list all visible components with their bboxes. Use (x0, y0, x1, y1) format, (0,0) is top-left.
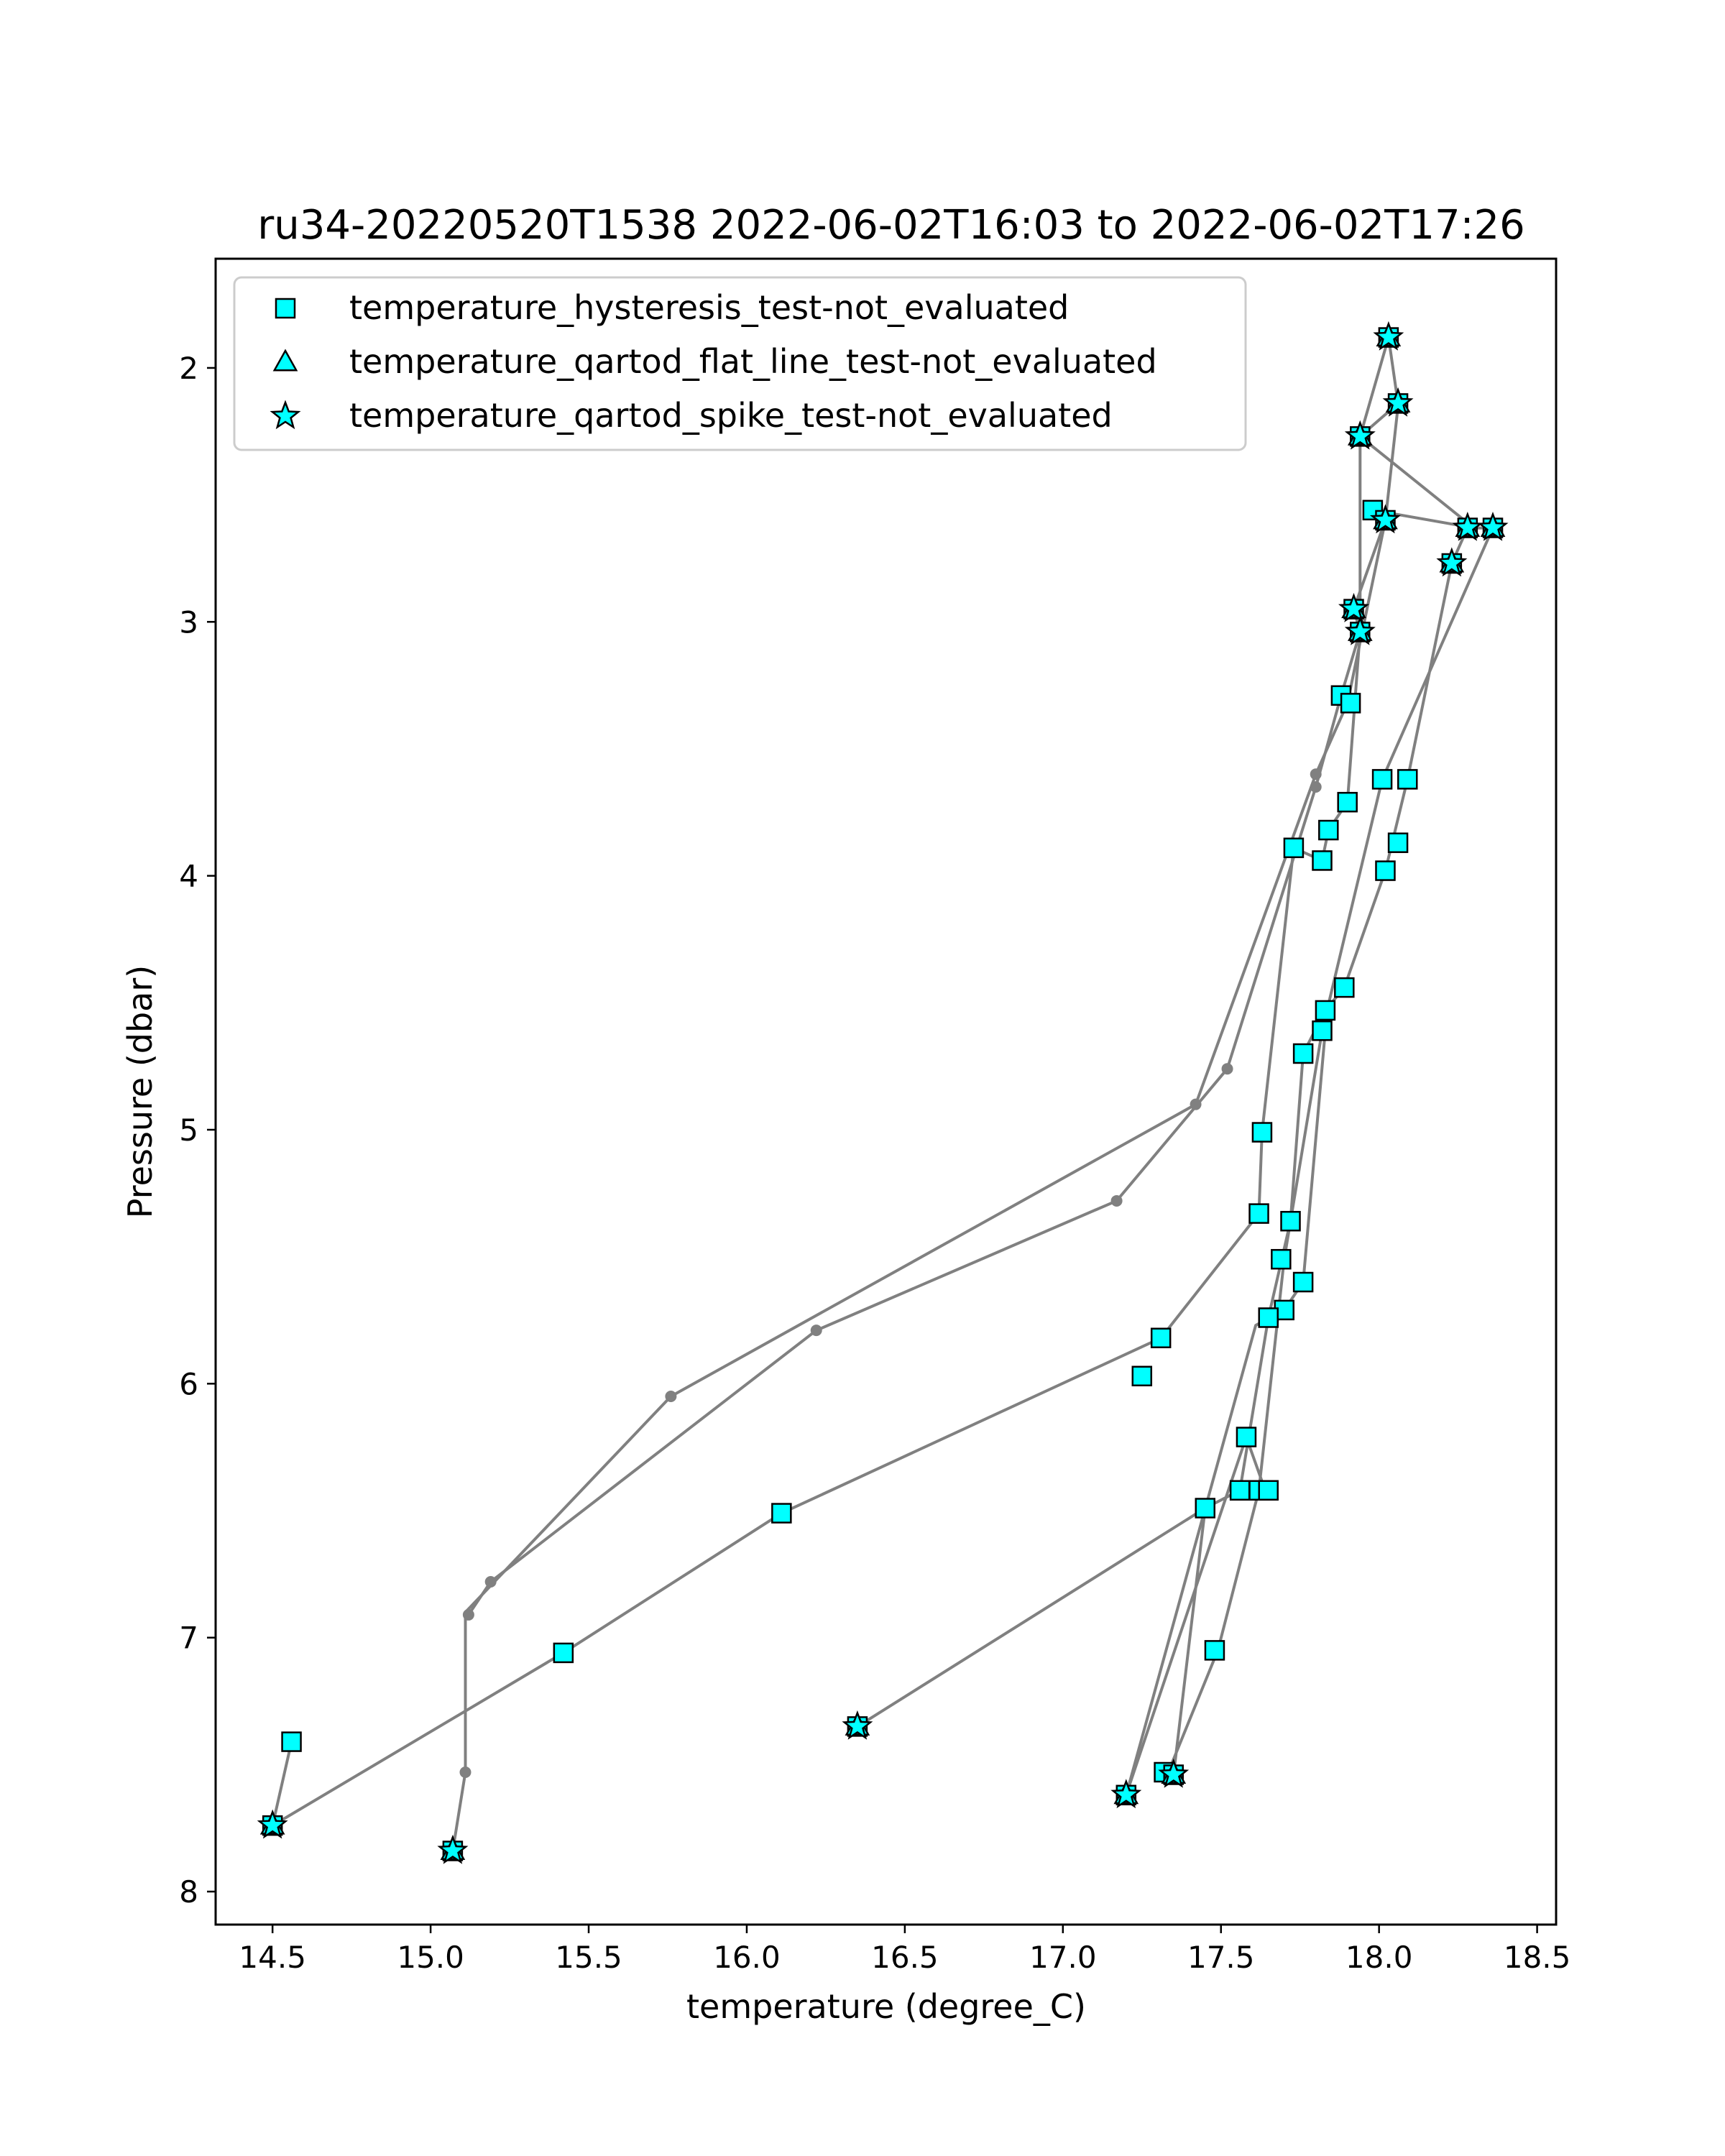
spike-marker-8 (1338, 593, 1370, 622)
x-tick-label-2: 15.0 (397, 1940, 464, 1975)
profile-line-5 (271, 1741, 293, 1826)
legend-box (233, 276, 1247, 451)
unflagged-point-1 (1310, 768, 1322, 780)
hysteresis-marker-16 (1371, 769, 1393, 790)
hysteresis-marker-3 (553, 1642, 574, 1664)
hysteresis-marker-7 (1248, 1203, 1269, 1224)
unflagged-point-8 (484, 1575, 497, 1588)
y-tick-label-4: 5 (179, 1112, 198, 1148)
hysteresis-marker-11 (1318, 819, 1339, 841)
legend-label-spike: temperature_qartod_spike_test-not_evalua… (349, 396, 1113, 435)
hysteresis-marker-33 (1195, 1498, 1216, 1519)
hysteresis-marker-34 (1204, 1640, 1225, 1661)
spike-marker-14 (1158, 1758, 1190, 1788)
unflagged-point-3 (1221, 1063, 1233, 1075)
unflagged-point-10 (459, 1766, 472, 1778)
spike-marker-12 (437, 1834, 469, 1864)
x-tick-label-5: 16.5 (871, 1940, 939, 1975)
y-tick-label-7: 8 (179, 1874, 198, 1909)
x-tick-label-1: 14.5 (239, 1940, 306, 1975)
y-tick-label-2: 3 (179, 604, 198, 640)
x-axis: 14.5 15.0 15.5 16.0 16.5 17.0 17.5 18.0 18.5 (239, 1925, 1570, 1975)
hysteresis-marker-19 (1375, 860, 1396, 881)
x-tick-label-7: 17.5 (1187, 1940, 1255, 1975)
hysteresis-marker-24 (1280, 1210, 1301, 1232)
hysteresis-marker-10 (1312, 850, 1333, 871)
unflagged-point-2 (1310, 780, 1322, 793)
hysteresis-marker-4 (771, 1503, 792, 1524)
x-tick-label-9: 18.5 (1504, 1940, 1571, 1975)
hysteresis-marker-6 (1150, 1327, 1172, 1349)
unflagged-point-9 (462, 1608, 474, 1621)
y-tick-label-5: 6 (179, 1366, 198, 1401)
hysteresis-marker-18 (1387, 832, 1409, 853)
hysteresis-marker-22 (1312, 1020, 1333, 1041)
unflagged-point-7 (665, 1391, 677, 1403)
hysteresis-marker-17 (1397, 769, 1418, 790)
profile-line-6 (856, 1506, 1206, 1728)
spike-marker-7 (1436, 547, 1468, 577)
spike-marker-1 (1373, 321, 1404, 351)
hysteresis-marker-21 (1315, 1000, 1336, 1021)
legend-marker-hysteresis (275, 298, 296, 319)
hysteresis-marker-1 (281, 1731, 302, 1752)
spike-marker-13 (1110, 1779, 1142, 1809)
hysteresis-marker-23 (1292, 1043, 1314, 1064)
legend: temperature_hysteresis_test-not_evaluate… (233, 276, 1247, 451)
x-tick-label-6: 17.0 (1029, 1940, 1097, 1975)
data-points (257, 321, 1509, 1864)
spike-marker-2 (1382, 387, 1414, 417)
hysteresis-marker-29 (1236, 1427, 1257, 1447)
hysteresis-marker-28 (1258, 1307, 1279, 1328)
hysteresis-marker-9 (1283, 837, 1305, 859)
x-tick-label-4: 16.0 (713, 1940, 781, 1975)
hysteresis-marker-32 (1258, 1480, 1279, 1501)
legend-markers (270, 298, 301, 430)
legend-label-flat-line: temperature_qartod_flat_line_test-not_ev… (349, 342, 1157, 381)
hysteresis-marker-20 (1334, 977, 1355, 998)
spike-marker-5 (1452, 512, 1484, 541)
hysteresis-marker-25 (1271, 1248, 1292, 1270)
unflagged-point-5 (1110, 1194, 1123, 1207)
plot-frame (214, 257, 1558, 1926)
chart-title: ru34-20220520T1538 2022-06-02T16:03 to 2… (257, 202, 1524, 249)
hysteresis-marker-14 (1340, 693, 1361, 714)
x-axis-label: temperature (degree_C) (686, 1987, 1086, 2026)
x-tick-label-3: 15.5 (555, 1940, 622, 1975)
hysteresis-marker-8 (1251, 1122, 1273, 1143)
hysteresis-marker-5 (1131, 1365, 1153, 1387)
spike-marker-9 (1344, 615, 1376, 645)
legend-marker-spike (270, 400, 301, 430)
spike-marker-10 (842, 1710, 873, 1740)
spike-marker-4 (1369, 504, 1401, 534)
x-tick-label-8: 18.0 (1346, 1940, 1413, 1975)
hysteresis-marker-26 (1292, 1271, 1314, 1293)
y-axis-label: Pressure (dbar) (121, 965, 160, 1218)
spike-marker-11 (257, 1809, 288, 1839)
spike-marker-6 (1477, 512, 1509, 541)
legend-marker-flat-line (272, 349, 298, 372)
y-tick-label-1: 2 (179, 351, 198, 386)
y-tick-label-6: 7 (179, 1621, 198, 1656)
unflagged-point-4 (1190, 1098, 1202, 1110)
hysteresis-marker-12 (1337, 791, 1358, 813)
legend-label-hysteresis: temperature_hysteresis_test-not_evaluate… (349, 288, 1069, 327)
spike-marker-3 (1344, 420, 1376, 450)
y-tick-label-3: 4 (179, 859, 198, 894)
hysteresis-marker-30 (1229, 1480, 1251, 1501)
y-axis: 2 3 4 5 6 7 8 (179, 351, 216, 1909)
unflagged-point-6 (810, 1325, 822, 1337)
